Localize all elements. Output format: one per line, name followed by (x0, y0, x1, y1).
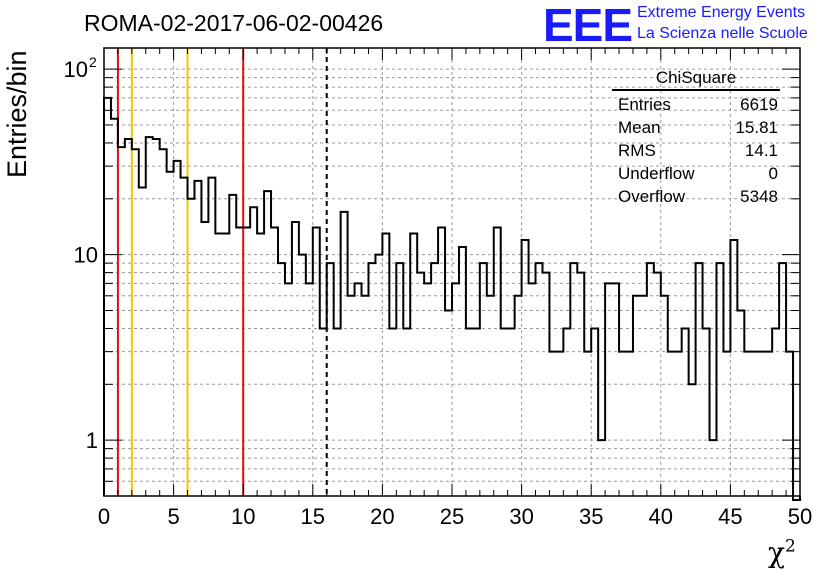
stats-header: ChiSquare (612, 68, 780, 91)
axis-ticks (103, 48, 801, 497)
stats-label: Mean (618, 118, 661, 137)
stats-value: 0 (768, 164, 778, 183)
stats-label: Entries (618, 95, 671, 114)
x-tick-label: 5 (167, 504, 179, 529)
y-tick-label-sup: 2 (89, 54, 97, 70)
x-tick-label: 35 (579, 504, 603, 529)
x-tick-label: 15 (301, 504, 325, 529)
stats-row: RMS 14.1 (612, 139, 780, 162)
stats-row: Mean 15.81 (612, 116, 780, 139)
stats-value: 14.1 (744, 141, 778, 160)
x-axis-label: χ2 (768, 536, 796, 569)
x-tick-label: 25 (440, 504, 464, 529)
logo-line-1: Extreme Energy Events (637, 4, 806, 21)
chart-title: ROMA-02-2017-06-02-00426 (84, 10, 384, 36)
stats-box: ChiSquare Entries 6619 Mean 15.81 RMS 14.1 … (612, 68, 780, 208)
logo-line-2: La Scienza nelle Scuole (637, 25, 808, 42)
x-tick-label: 10 (231, 504, 255, 529)
x-tick-label: 0 (98, 504, 110, 529)
y-tick-label: 10 (64, 57, 88, 82)
stats-value: 15.81 (735, 118, 778, 137)
stats-row: Underflow 0 (612, 162, 780, 185)
x-axis-label-sup: 2 (784, 536, 796, 557)
x-tick-label: 40 (649, 504, 673, 529)
stats-row: Entries 6619 (612, 93, 780, 116)
y-tick-label: 10 (74, 243, 98, 268)
stats-label: Underflow (618, 164, 695, 183)
stats-label: Overflow (618, 187, 686, 206)
x-tick-label: 50 (788, 504, 812, 529)
x-tick-labels: 0 5 10 15 20 25 30 35 40 45 50 (98, 504, 812, 529)
stats-value: 5348 (740, 187, 778, 206)
stats-row: Overflow 5348 (612, 185, 780, 208)
x-tick-label: 45 (718, 504, 742, 529)
stats-label: RMS (618, 141, 656, 160)
histogram-series (103, 96, 801, 501)
y-tick-label: 1 (86, 428, 98, 453)
grid-lines (104, 48, 800, 496)
x-tick-label: 20 (370, 504, 394, 529)
stats-value: 6619 (740, 95, 778, 114)
y-axis-label: Entries/bin (2, 50, 32, 178)
eee-logo: EEE (543, 0, 633, 51)
x-axis-label-base: χ (768, 536, 785, 569)
x-tick-label: 30 (509, 504, 533, 529)
marker-lines (116, 48, 328, 496)
